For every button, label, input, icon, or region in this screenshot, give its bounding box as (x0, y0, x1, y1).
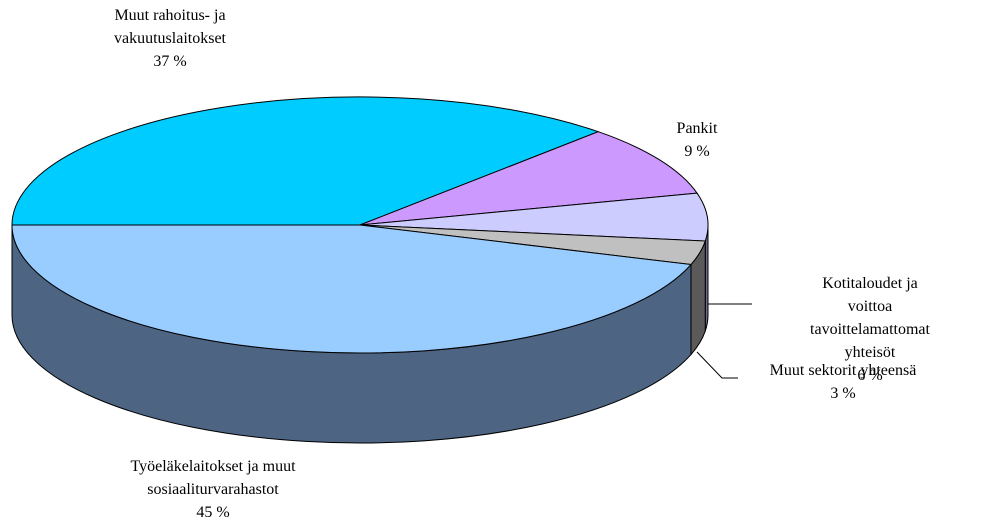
leader-line (696, 351, 738, 379)
slice-label: Pankit 9 % (677, 117, 718, 163)
value-label: 6 % (857, 367, 883, 384)
slice-label: Työeläkelaitokset ja muut sosiaaliturvar… (130, 455, 295, 524)
slice (11, 224, 692, 354)
category-label: Muut sektorit yhteensä (769, 362, 917, 379)
category-label: Kotitaloudet ja voittoa tavoittelamattom… (810, 275, 930, 361)
category-label: Työeläkelaitokset ja muut sosiaaliturvar… (130, 458, 296, 498)
slice-label: Muut rahoitus- ja vakuutuslaitokset 37 % (114, 4, 226, 73)
category-label: Muut rahoitus- ja vakuutuslaitokset (114, 7, 226, 47)
category-label: Pankit (676, 120, 718, 137)
slice-label: Muut sektorit yhteensä 3 % (770, 359, 917, 405)
slice-label: Kotitaloudet ja voittoa tavoittelamattom… (806, 272, 935, 387)
slice (359, 131, 698, 226)
value-label: 3 % (830, 385, 856, 402)
value-label: 9 % (684, 143, 710, 160)
slice (11, 96, 600, 226)
value-label: 45 % (196, 504, 230, 521)
slice (359, 192, 709, 242)
value-label: 37 % (153, 53, 187, 70)
